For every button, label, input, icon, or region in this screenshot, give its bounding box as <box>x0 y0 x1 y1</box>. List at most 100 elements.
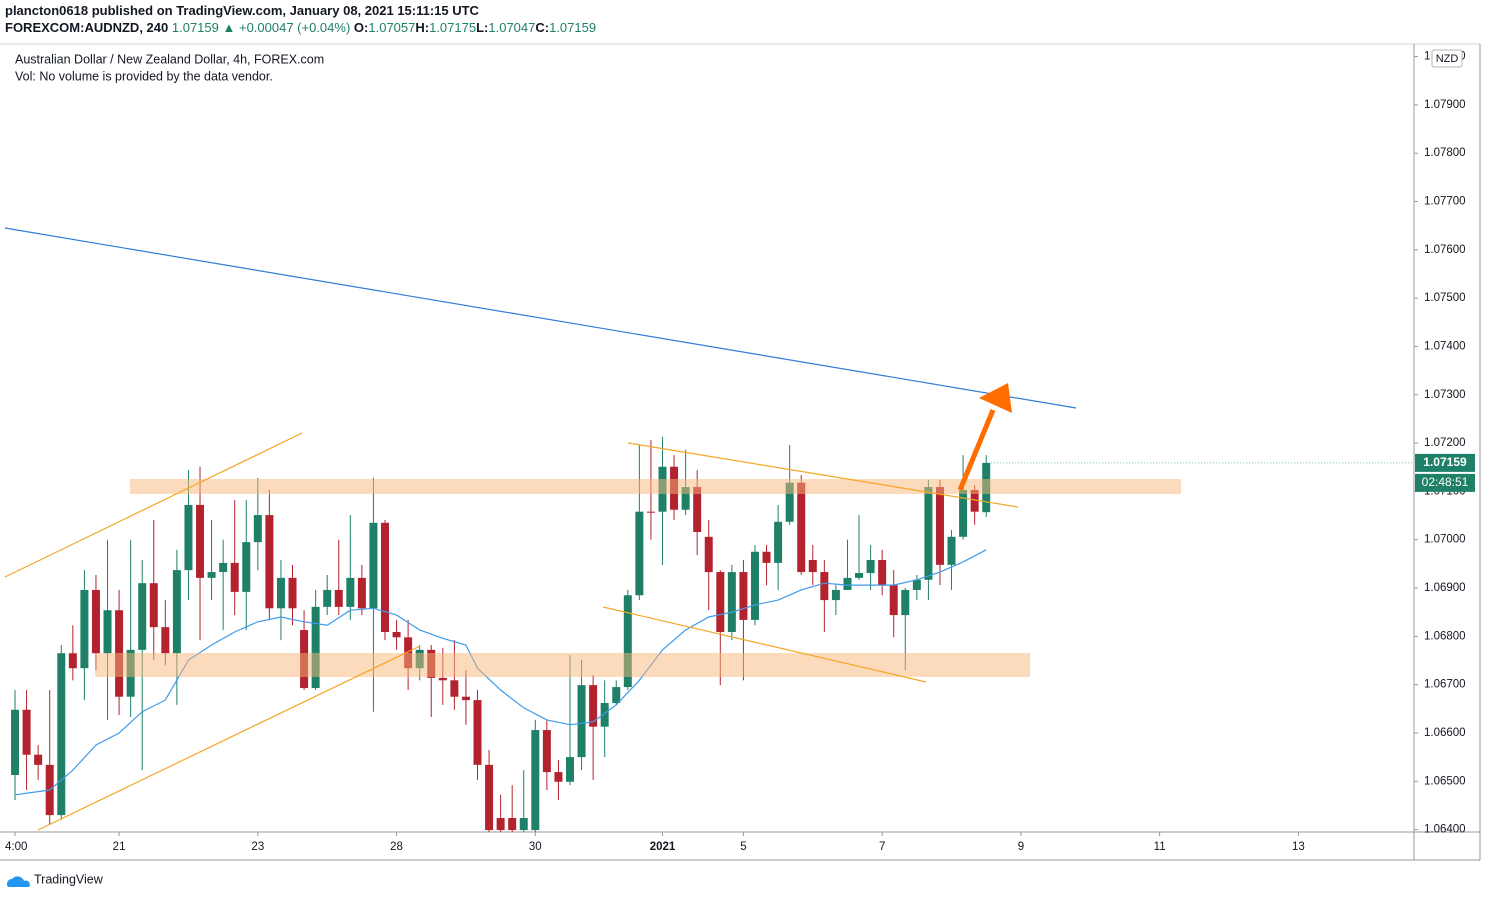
symbol-line: FOREXCOM:AUDNZD, 240 1.07159 ▲ +0.00047 … <box>5 20 596 35</box>
candle-body <box>346 577 355 607</box>
candle-body <box>704 536 713 573</box>
last-price: 1.07159 <box>172 20 219 35</box>
candle-body <box>785 482 794 522</box>
x-tick-label: 4:00 <box>5 841 27 853</box>
candle-body <box>612 687 621 704</box>
y-tick-label: 1.07800 <box>1424 147 1466 159</box>
y-tick-label: 1.06600 <box>1424 727 1466 739</box>
candle-body <box>750 551 759 620</box>
candle-body <box>577 685 586 758</box>
resistance-zone <box>130 479 1181 494</box>
ohlc-label: C: <box>535 20 549 35</box>
candle-body <box>149 583 158 628</box>
published-line: plancton0618 published on TradingView.co… <box>5 3 480 18</box>
countdown: 02:48:51 <box>1422 475 1469 489</box>
candle-body <box>172 570 181 654</box>
candle-body <box>91 589 100 654</box>
support-zone <box>95 653 1030 677</box>
candle-body <box>600 703 609 727</box>
y-tick-label: 1.06800 <box>1424 630 1466 642</box>
candle-body <box>161 627 170 654</box>
candle-body <box>68 653 77 669</box>
candle-body <box>635 511 644 596</box>
countdown-badge <box>1415 473 1475 492</box>
currency-badge <box>1431 49 1463 68</box>
x-tick-label: 21 <box>113 841 126 853</box>
candle-body <box>623 595 632 688</box>
candle-body <box>438 677 447 681</box>
candle-body <box>288 577 297 609</box>
y-tick-label: 1.06500 <box>1424 775 1466 787</box>
y-tick-label: 1.07900 <box>1424 99 1466 111</box>
candle-body <box>739 572 748 620</box>
forecast-arrow-head <box>979 383 1012 413</box>
candle-body <box>531 730 540 831</box>
candle-body <box>323 589 332 607</box>
candle-body <box>80 589 89 669</box>
ohlc-label: O: <box>354 20 368 35</box>
published-text: plancton0618 published on TradingView.co… <box>5 3 480 18</box>
candle-body <box>138 583 147 650</box>
y-tick-label: 1.06400 <box>1424 824 1466 836</box>
candle-body <box>542 730 551 773</box>
candle-body <box>947 536 956 565</box>
x-tick-label: 28 <box>390 841 403 853</box>
candle-body <box>404 637 413 669</box>
candle-body <box>253 515 262 543</box>
candle-body <box>184 504 193 571</box>
candle-body <box>866 559 875 574</box>
candle-body <box>196 504 205 578</box>
candle-body <box>716 572 725 632</box>
candle-body <box>392 631 401 638</box>
ohlc-value: 1.07159 <box>549 20 596 35</box>
x-tick-label: 30 <box>529 841 542 853</box>
candle-body <box>808 559 817 573</box>
price-change: ▲ +0.00047 (+0.04%) <box>223 20 351 35</box>
candle-body <box>589 685 598 727</box>
candle-body <box>450 680 459 697</box>
candle-body <box>334 589 343 607</box>
candle-body <box>207 572 216 578</box>
chart-title: Australian Dollar / New Zealand Dollar, … <box>15 52 324 66</box>
candle-body <box>774 521 783 563</box>
candle-body <box>11 709 20 775</box>
x-tick-label: 9 <box>1018 841 1024 853</box>
candle-body <box>901 589 910 616</box>
candle-body <box>959 489 968 537</box>
trend-line <box>4 227 1077 409</box>
candle-body <box>924 487 933 580</box>
symbol: FOREXCOM:AUDNZD, 240 <box>5 20 168 35</box>
last-price-badge <box>1415 453 1475 472</box>
candle-body <box>369 522 378 609</box>
y-tick-label: 1.07700 <box>1424 196 1466 208</box>
candle-body <box>646 511 655 513</box>
logo-icon <box>6 876 30 887</box>
candle-body <box>496 817 505 831</box>
candle-body <box>34 754 43 765</box>
candle-body <box>727 572 736 632</box>
x-tick-label: 23 <box>251 841 264 853</box>
ohlc-value: 1.07057 <box>368 20 415 35</box>
forecast-arrow <box>957 409 996 491</box>
candle-body <box>381 522 390 632</box>
candle-body <box>797 482 806 573</box>
candle-body <box>22 709 31 755</box>
candle-body <box>878 559 887 586</box>
candle-body <box>461 696 470 701</box>
candle-body <box>843 577 852 590</box>
candle-body <box>855 573 864 578</box>
candle-body <box>276 577 285 609</box>
candle-body <box>242 542 251 592</box>
y-tick-label: 1.06900 <box>1424 582 1466 594</box>
candle-body <box>103 610 112 654</box>
candle-body <box>889 585 898 616</box>
y-tick-label: 1.06700 <box>1424 679 1466 691</box>
drawings <box>4 227 1181 831</box>
candle-body <box>762 551 771 563</box>
candle-body <box>311 606 320 689</box>
y-tick-label: 1.07300 <box>1424 389 1466 401</box>
candle-body <box>219 562 228 573</box>
candle-body <box>681 487 690 510</box>
